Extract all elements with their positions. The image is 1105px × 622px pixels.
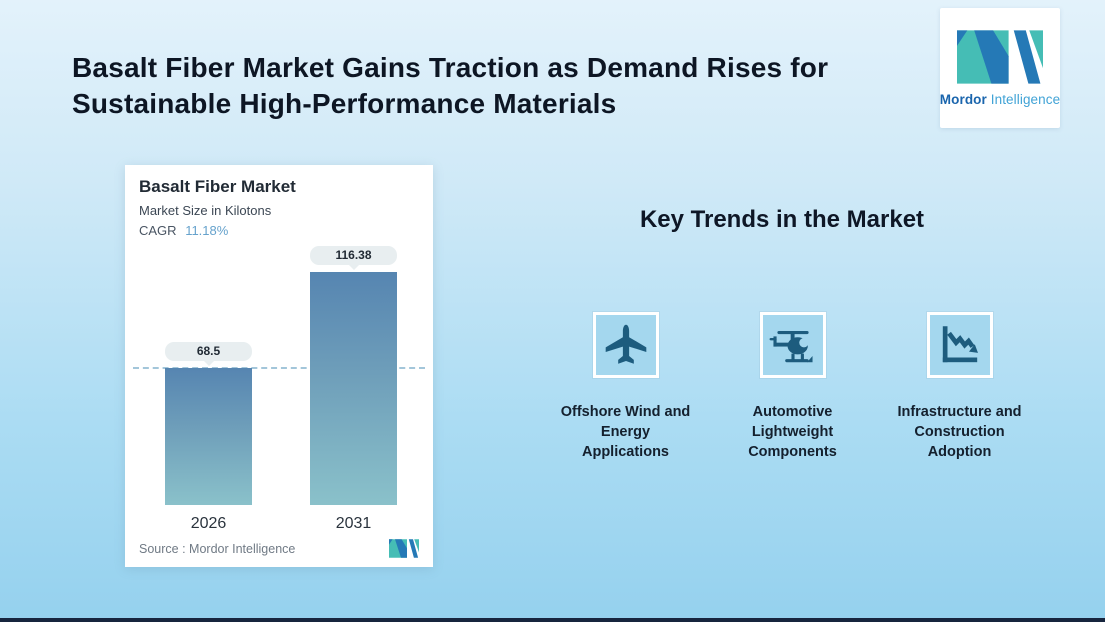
reference-line bbox=[133, 367, 425, 369]
trend-label: Automotive Lightweight Components bbox=[748, 404, 837, 460]
brand-name-light: Intelligence bbox=[990, 91, 1061, 107]
brand-logo: Mordor Intelligence bbox=[940, 8, 1060, 128]
declining-chart-icon-tile bbox=[926, 312, 993, 378]
trend-item-automotive: Automotive Lightweight Components bbox=[709, 312, 876, 462]
brand-name-bold: Mordor bbox=[939, 91, 987, 107]
key-trends-row: Offshore Wind and Energy Applications bbox=[542, 312, 1043, 462]
mordor-intelligence-mark-icon bbox=[957, 29, 1043, 84]
trend-item-infrastructure: Infrastructure and Construction Adoption bbox=[876, 312, 1043, 462]
mordor-intelligence-mini-mark-icon bbox=[389, 539, 419, 558]
source-line: Source : Mordor Intelligence bbox=[139, 542, 295, 556]
chart-card: Basalt Fiber Market Market Size in Kilot… bbox=[125, 165, 433, 567]
airplane-icon-tile bbox=[592, 312, 659, 378]
bar-2031 bbox=[310, 272, 397, 505]
chart-footer: Source : Mordor Intelligence bbox=[139, 539, 419, 558]
bar-value-label: 68.5 bbox=[165, 342, 252, 361]
cagr-label: CAGR bbox=[139, 223, 177, 238]
bar-plot: 68.5 2026 116.38 2031 bbox=[133, 246, 425, 532]
chart-cagr: CAGR 11.18% bbox=[139, 223, 419, 238]
x-axis-label: 2031 bbox=[335, 515, 372, 532]
source-label: Source : bbox=[139, 541, 186, 556]
chart-title: Basalt Fiber Market bbox=[139, 177, 296, 196]
x-axis-label: 2026 bbox=[190, 515, 227, 532]
bar-value-label: 116.38 bbox=[310, 246, 397, 266]
trend-item-offshore-wind: Offshore Wind and Energy Applications bbox=[542, 312, 709, 462]
bar-value-pointer bbox=[202, 360, 215, 366]
bottom-accent-bar bbox=[0, 618, 1105, 622]
declining-line-chart-icon bbox=[942, 326, 978, 363]
bar-value-pointer bbox=[347, 264, 360, 271]
page-title: Basalt Fiber Market Gains Traction as De… bbox=[72, 52, 829, 119]
source-value: Mordor Intelligence bbox=[189, 541, 296, 556]
cagr-value: 11.18% bbox=[185, 223, 229, 238]
chart-header: Basalt Fiber Market Market Size in Kilot… bbox=[139, 177, 419, 238]
trend-label: Offshore Wind and Energy Applications bbox=[560, 404, 691, 460]
chart-subtitle: Market Size in Kilotons bbox=[139, 203, 272, 218]
bar-2026 bbox=[165, 368, 252, 505]
airplane-icon bbox=[605, 324, 646, 364]
brand-wordmark: Mordor Intelligence bbox=[940, 92, 1060, 107]
key-trends-heading: Key Trends in the Market bbox=[639, 206, 925, 233]
helicopter-icon-tile bbox=[759, 312, 826, 378]
trend-label: Infrastructure and Construction Adoption bbox=[897, 404, 1022, 460]
helicopter-icon bbox=[769, 330, 813, 363]
